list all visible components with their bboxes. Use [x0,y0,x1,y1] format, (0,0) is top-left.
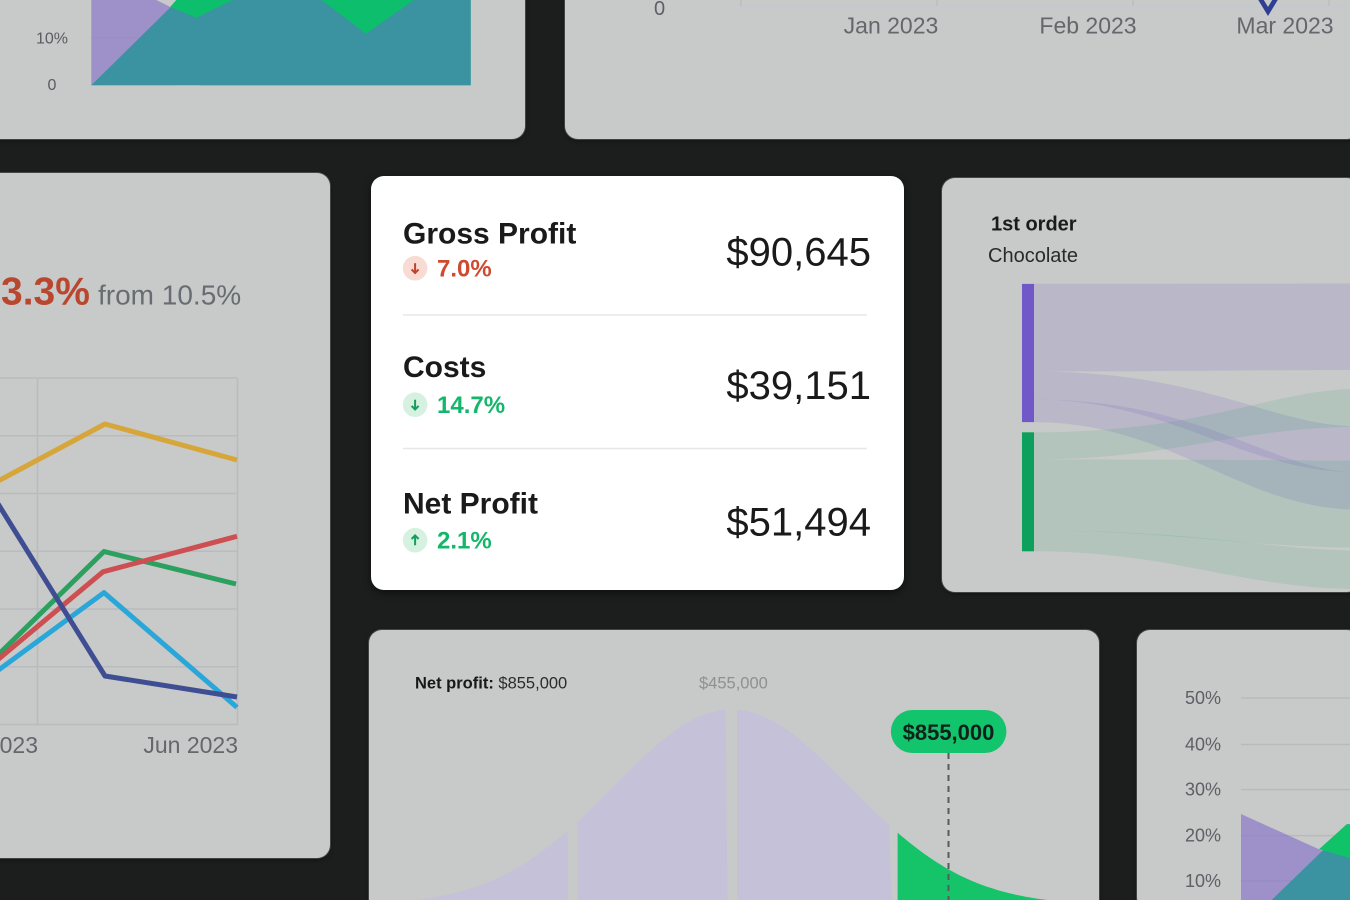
svg-text:$455,000: $455,000 [699,674,768,692]
svg-text:Gross Profit: Gross Profit [403,217,576,250]
svg-text:Net profit: $855,000: Net profit: $855,000 [415,674,567,692]
svg-text:20%: 20% [1185,826,1221,846]
svg-text:30%: 30% [1185,780,1221,800]
svg-text:$39,151: $39,151 [726,364,871,408]
svg-text:Feb 2023: Feb 2023 [1039,13,1136,39]
svg-text:$90,645: $90,645 [726,230,871,274]
svg-text:0: 0 [654,0,665,20]
svg-text:14.7%: 14.7% [437,392,505,419]
svg-text:$51,494: $51,494 [726,500,871,544]
svg-text:from 10.5%: from 10.5% [98,279,241,310]
svg-text:0: 0 [48,77,57,94]
svg-text:3.3%: 3.3% [1,270,90,313]
svg-text:1st order: 1st order [991,213,1077,235]
svg-text:10%: 10% [1185,871,1221,891]
svg-text:Jun 2023: Jun 2023 [143,732,238,758]
svg-text:Mar 2023: Mar 2023 [1236,13,1333,39]
svg-text:40%: 40% [1185,735,1221,755]
svg-text:10%: 10% [36,31,68,48]
svg-text:Jan 2023: Jan 2023 [844,13,939,39]
svg-text:2.1%: 2.1% [437,527,492,554]
svg-text:May 2023: May 2023 [0,732,38,758]
svg-text:50%: 50% [1185,688,1221,708]
svg-text:Chocolate: Chocolate [988,245,1078,267]
svg-text:7.0%: 7.0% [437,255,492,282]
svg-text:$855,000: $855,000 [903,720,995,745]
svg-text:Costs: Costs [403,351,486,384]
svg-text:Net Profit: Net Profit [403,487,538,520]
